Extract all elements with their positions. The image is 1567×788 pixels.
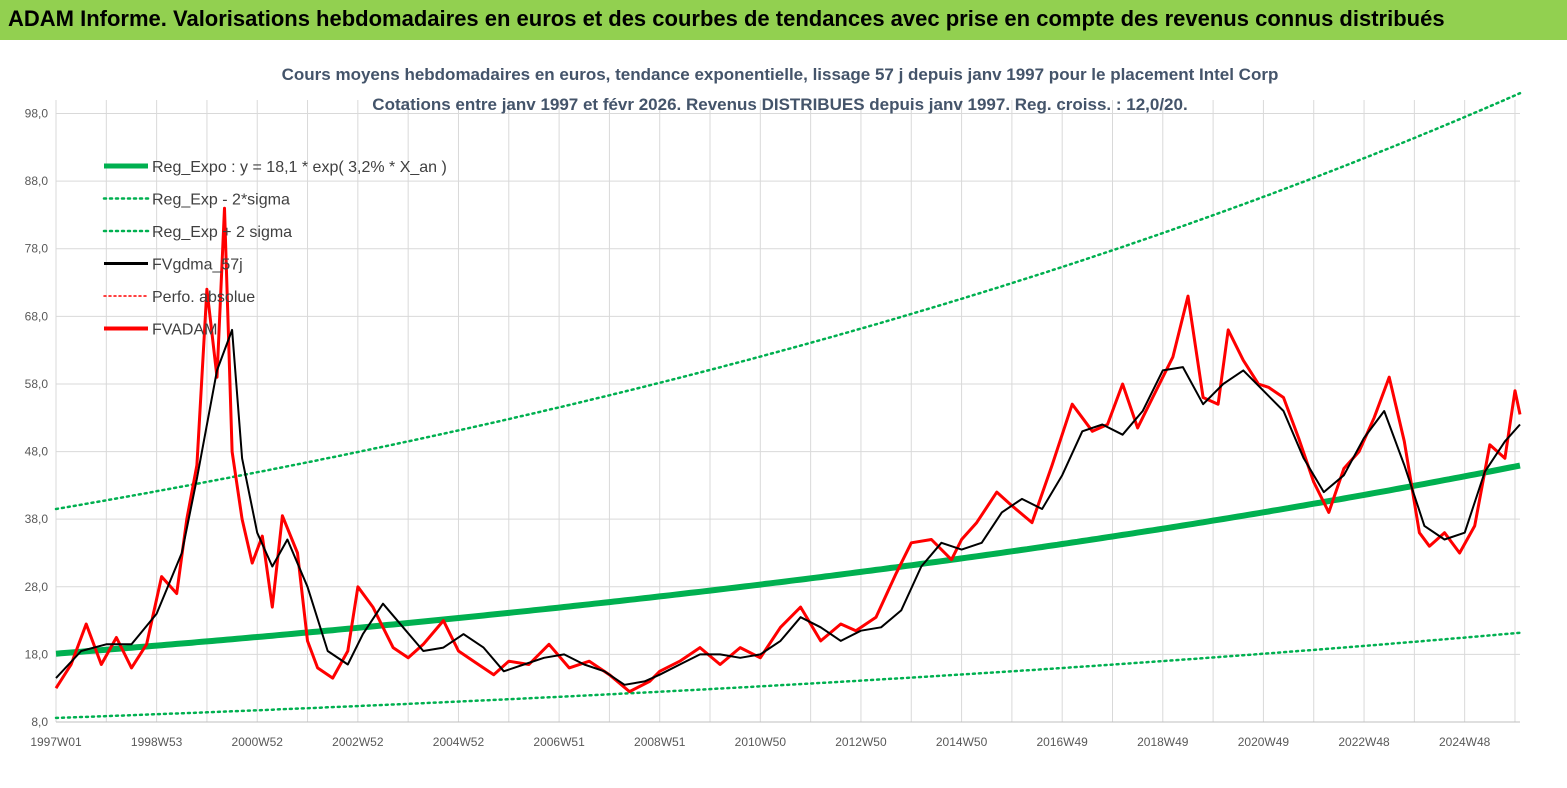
- x-tick-label: 1997W01: [30, 735, 82, 749]
- report-title: ADAM Informe. Valorisations hebdomadaire…: [8, 6, 1445, 31]
- y-tick-label: 78,0: [25, 242, 49, 256]
- reg-plus-2sigma-line: [54, 91, 1522, 511]
- grid: [55, 100, 1520, 723]
- y-tick-label: 38,0: [25, 512, 49, 526]
- y-tick-label: 68,0: [25, 309, 49, 323]
- legend-label-perfo: Perfo. absolue: [152, 289, 255, 306]
- y-tick-label: 28,0: [25, 580, 49, 594]
- reg-expo-line: [55, 462, 1521, 657]
- y-tick-label: 48,0: [25, 445, 49, 459]
- x-tick-label: 2022W48: [1338, 735, 1390, 749]
- legend: Reg_Expo : y = 18,1 * exp( 3,2% * X_an )…: [102, 159, 447, 339]
- legend-label-reg-minus: Reg_Exp - 2*sigma: [152, 192, 290, 209]
- legend-label-fvgdma: FVgdma_57j: [152, 257, 243, 274]
- x-tick-label: 1998W53: [131, 735, 183, 749]
- x-tick-label: 2024W48: [1439, 735, 1491, 749]
- chart: 8,0 18,0 28,0 38,0 48,0 58,0 68,0 78,0 88,0 98,0 1…: [25, 65, 1522, 749]
- legend-label-reg-expo: Reg_Expo : y = 18,1 * exp( 3,2% * X_an ): [152, 159, 447, 176]
- chart-title-line1: Cours moyens hebdomadaires en euros, ten…: [282, 65, 1279, 84]
- legend-label-reg-plus: Reg_Exp + 2 sigma: [152, 224, 292, 241]
- axes: 8,0 18,0 28,0 38,0 48,0 58,0 68,0 78,0 88,0 98,0 1…: [25, 107, 1520, 749]
- y-tick-label: 58,0: [25, 377, 49, 391]
- chart-title-line2: Cotations entre janv 1997 et févr 2026. …: [372, 95, 1187, 114]
- x-tick-label: 2010W50: [735, 735, 787, 749]
- fvgdma-line: [55, 328, 1521, 686]
- reg-minus-2sigma-line: [54, 631, 1522, 720]
- x-tick-label: 2008W51: [634, 735, 686, 749]
- y-tick-label: 8,0: [31, 715, 48, 729]
- x-tick-label: 2002W52: [332, 735, 384, 749]
- x-tick-label: 2000W52: [232, 735, 284, 749]
- legend-label-fvadam: FVADAM: [152, 322, 217, 339]
- report-banner: ADAM Informe. Valorisations hebdomadaire…: [0, 0, 1567, 40]
- x-tick-label: 2012W50: [835, 735, 887, 749]
- chart-frame: 8,0 18,0 28,0 38,0 48,0 58,0 68,0 78,0 88,0 98,0 1…: [0, 40, 1567, 783]
- x-tick-label: 2006W51: [533, 735, 585, 749]
- x-tick-label: 2018W49: [1137, 735, 1189, 749]
- series-layer: [54, 91, 1522, 720]
- y-tick-label: 88,0: [25, 174, 49, 188]
- y-tick-label: 98,0: [25, 107, 49, 121]
- x-tick-label: 2016W49: [1036, 735, 1088, 749]
- x-tick-label: 2020W49: [1238, 735, 1290, 749]
- x-tick-label: 2014W50: [936, 735, 988, 749]
- fvadam-line: [54, 206, 1522, 694]
- x-tick-label: 2004W52: [433, 735, 485, 749]
- y-tick-label: 18,0: [25, 647, 49, 661]
